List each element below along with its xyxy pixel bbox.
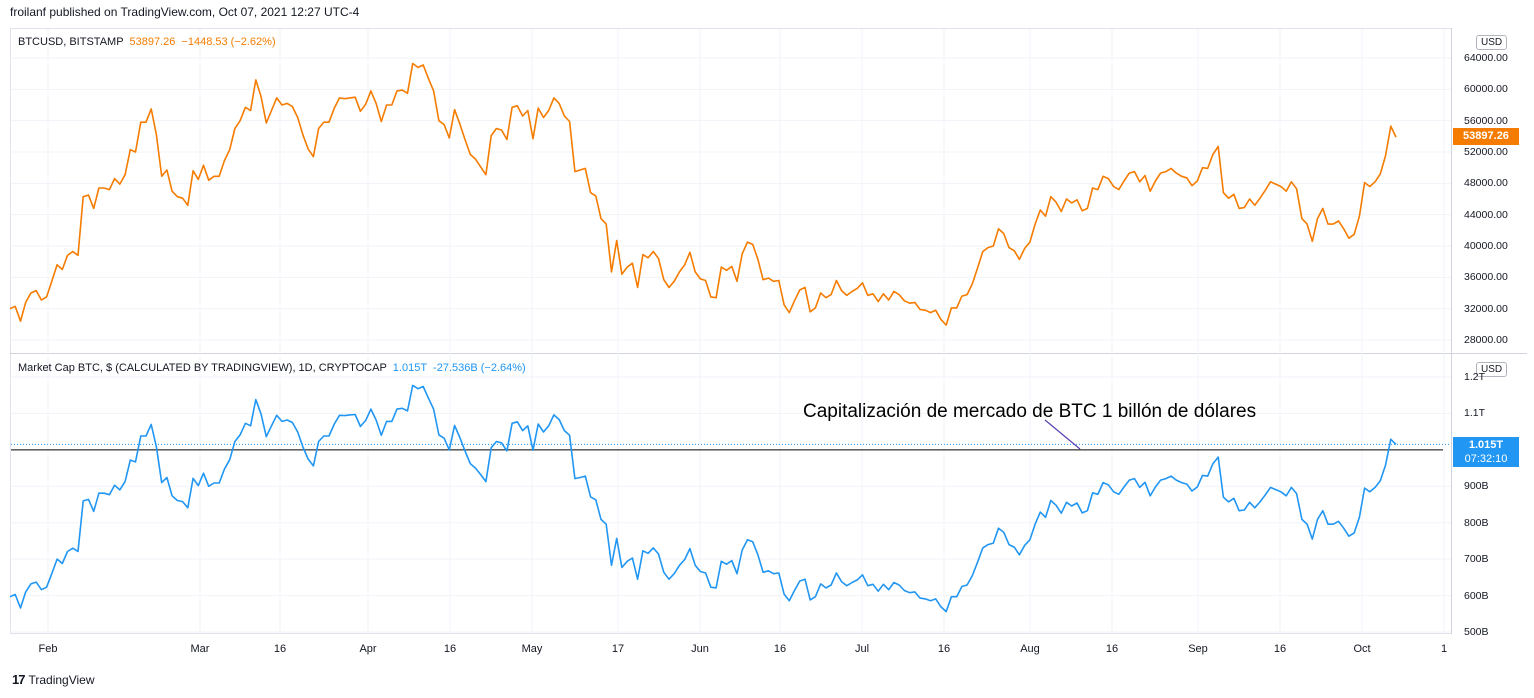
bottom-y-tick: 700B [1464,553,1489,566]
x-tick: 16 [773,643,787,655]
x-tick: Mar [190,643,210,655]
x-tick: 1 [1440,643,1448,655]
x-tick: Apr [359,643,377,655]
top-change: −1448.53 (−2.62%) [181,36,276,48]
top-last-value: 53897.26 [129,36,176,48]
x-tick: 16 [1273,643,1287,655]
top-y-tick: 48000.00 [1464,177,1508,190]
tradingview-brand[interactable]: 17 TradingView [12,672,95,687]
bottom-price-tag: 1.015T 07:32:10 [1453,437,1519,467]
x-tick: May [521,643,543,655]
price-axis-border [1451,28,1452,634]
bottom-symbol[interactable]: Market Cap BTC, $ (CALCULATED BY TRADING… [18,362,387,374]
top-y-tick: 36000.00 [1464,271,1508,284]
top-price-tag: 53897.26 [1453,128,1519,145]
x-tick: Sep [1188,643,1208,655]
bottom-y-tick: 1.1T [1464,407,1486,420]
x-tick: Feb [38,643,58,655]
bottom-y-tick: 900B [1464,480,1489,493]
annotation-arrow [1044,419,1081,450]
x-tick: Jul [854,643,870,655]
bottom-currency-label[interactable]: USD [1476,362,1508,377]
top-symbol[interactable]: BTCUSD, BITSTAMP [18,36,124,48]
top-y-tick: 56000.00 [1464,114,1508,127]
btcusd-price-line [9,62,1397,326]
top-y-tick: 44000.00 [1464,208,1508,221]
bottom-price-tag-value: 1.015T [1468,439,1504,451]
bottom-y-tick: 800B [1464,516,1489,529]
top-y-tick: 40000.00 [1464,240,1508,252]
x-tick: 16 [443,643,457,655]
bottom-price-tag-countdown: 07:32:10 [1464,453,1508,465]
bottom-y-tick: 600B [1464,589,1489,602]
brand-label: TradingView [28,672,95,687]
bottom-change: -27.536B (−2.64%) [433,362,526,374]
x-tick: 16 [937,643,951,655]
pane-separator[interactable] [10,353,1527,354]
top-pane-legend: BTCUSD, BITSTAMP 53897.26 −1448.53 (−2.62%… [18,36,276,48]
top-y-tick: 64000.00 [1464,52,1508,64]
x-tick: Aug [1020,643,1040,655]
bottom-pane-legend: Market Cap BTC, $ (CALCULATED BY TRADING… [18,362,526,374]
bottom-y-tick: 500B [1464,626,1489,638]
top-y-tick: 32000.00 [1464,302,1508,315]
x-tick: 17 [611,643,625,655]
bottom-last-value: 1.015T [392,362,428,374]
x-tick: Oct [1353,643,1371,655]
x-tick: 16 [1105,643,1119,655]
top-y-tick: 28000.00 [1464,334,1508,346]
x-tick: 16 [273,643,287,655]
annotation-text[interactable]: Capitalización de mercado de BTC 1 billó… [803,401,1257,422]
top-currency-label[interactable]: USD [1476,35,1508,50]
market-cap-line [9,384,1397,613]
top-y-tick: 60000.00 [1464,83,1508,96]
top-y-tick: 52000.00 [1464,146,1508,158]
tradingview-logo-icon: 17 [12,672,26,687]
x-tick: Jun [691,643,709,655]
published-line: froilanf published on TradingView.com, O… [10,5,360,19]
bottom-y-tick: 1.2T [1464,371,1486,383]
